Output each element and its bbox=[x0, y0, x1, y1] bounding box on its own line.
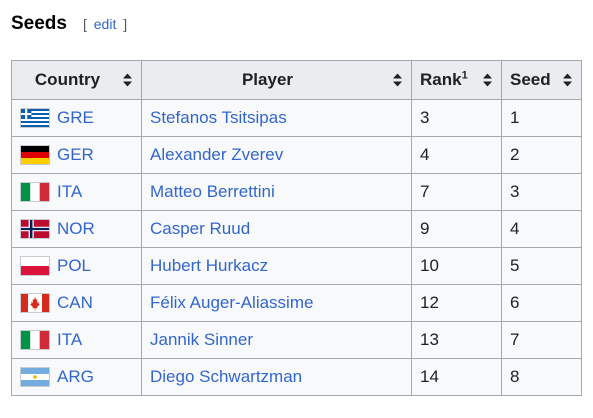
column-header-rank[interactable]: Rank1 bbox=[411, 60, 502, 100]
rank-cell: 13 bbox=[411, 321, 502, 359]
player-cell: Casper Ruud bbox=[141, 210, 412, 248]
player-cell: Diego Schwartzman bbox=[141, 358, 412, 396]
table-row: POL Hubert Hurkacz 10 5 bbox=[11, 247, 582, 285]
country-link[interactable]: ITA bbox=[57, 182, 83, 201]
italy-flag-icon[interactable] bbox=[20, 182, 50, 202]
player-cell: Matteo Berrettini bbox=[141, 173, 412, 211]
argentina-flag-icon[interactable] bbox=[20, 367, 50, 387]
table-row: ITA Matteo Berrettini 7 3 bbox=[11, 173, 582, 211]
country-link[interactable]: CAN bbox=[57, 293, 93, 312]
greece-flag-icon[interactable] bbox=[20, 108, 50, 128]
rank-cell: 4 bbox=[411, 136, 502, 174]
rank-footnote[interactable]: 1 bbox=[461, 69, 468, 82]
country-wrapper: GRE bbox=[20, 108, 133, 128]
country-wrapper: ARG bbox=[20, 367, 133, 387]
player-link[interactable]: Jannik Sinner bbox=[150, 330, 254, 349]
section-heading: Seeds [ edit ] bbox=[11, 13, 127, 41]
section-title: Seeds bbox=[11, 13, 67, 34]
table-row: GRE Stefanos Tsitsipas 3 1 bbox=[11, 99, 582, 137]
column-header-country[interactable]: Country bbox=[11, 60, 142, 100]
edit-link[interactable]: edit bbox=[93, 16, 117, 32]
column-header-player[interactable]: Player bbox=[141, 60, 412, 100]
norway-flag-icon[interactable] bbox=[20, 219, 50, 239]
sort-icon[interactable] bbox=[483, 73, 492, 87]
sort-icon[interactable] bbox=[393, 73, 402, 87]
country-wrapper: CAN bbox=[20, 293, 133, 313]
seed-cell: 2 bbox=[501, 136, 582, 174]
country-link[interactable]: NOR bbox=[57, 219, 95, 238]
rank-cell: 3 bbox=[411, 99, 502, 137]
country-wrapper: ITA bbox=[20, 330, 133, 350]
country-cell: ITA bbox=[11, 321, 142, 359]
table-header-row: Country Player Rank1 Seed bbox=[11, 60, 582, 100]
player-link[interactable]: Stefanos Tsitsipas bbox=[150, 108, 287, 127]
country-cell: POL bbox=[11, 247, 142, 285]
player-link[interactable]: Diego Schwartzman bbox=[150, 367, 303, 386]
edit-bracket-open: [ bbox=[82, 16, 87, 32]
country-link[interactable]: ITA bbox=[57, 330, 83, 349]
edit-section: [ edit ] bbox=[83, 16, 127, 32]
country-wrapper: NOR bbox=[20, 219, 133, 239]
germany-flag-icon[interactable] bbox=[20, 145, 50, 165]
seed-cell: 5 bbox=[501, 247, 582, 285]
country-cell: ARG bbox=[11, 358, 142, 396]
country-wrapper: ITA bbox=[20, 182, 133, 202]
country-cell: GER bbox=[11, 136, 142, 174]
rank-cell: 12 bbox=[411, 284, 502, 322]
column-header-label: Rank1 bbox=[420, 70, 468, 90]
rank-cell: 10 bbox=[411, 247, 502, 285]
sort-icon[interactable] bbox=[563, 73, 572, 87]
canada-flag-icon[interactable] bbox=[20, 293, 50, 313]
player-cell: Hubert Hurkacz bbox=[141, 247, 412, 285]
player-cell: Félix Auger-Aliassime bbox=[141, 284, 412, 322]
country-cell: CAN bbox=[11, 284, 142, 322]
sort-icon[interactable] bbox=[123, 73, 132, 87]
player-link[interactable]: Félix Auger-Aliassime bbox=[150, 293, 314, 312]
seed-cell: 4 bbox=[501, 210, 582, 248]
column-header-label: Player bbox=[241, 70, 294, 89]
seed-cell: 6 bbox=[501, 284, 582, 322]
seed-cell: 8 bbox=[501, 358, 582, 396]
italy-flag-icon[interactable] bbox=[20, 330, 50, 350]
country-cell: GRE bbox=[11, 99, 142, 137]
country-link[interactable]: POL bbox=[57, 256, 92, 275]
rank-cell: 7 bbox=[411, 173, 502, 211]
rank-label: Rank bbox=[420, 70, 462, 89]
column-header-seed[interactable]: Seed bbox=[501, 60, 582, 100]
country-wrapper: GER bbox=[20, 145, 133, 165]
player-link[interactable]: Casper Ruud bbox=[150, 219, 251, 238]
edit-bracket-close: ] bbox=[123, 16, 128, 32]
column-header-label: Seed bbox=[510, 70, 551, 89]
player-cell: Stefanos Tsitsipas bbox=[141, 99, 412, 137]
player-cell: Alexander Zverev bbox=[141, 136, 412, 174]
table-row: GER Alexander Zverev 4 2 bbox=[11, 136, 582, 174]
table-row: ARG Diego Schwartzman 14 8 bbox=[11, 358, 582, 396]
table-row: CAN Félix Auger-Aliassime 12 6 bbox=[11, 284, 582, 322]
seeds-table: Country Player Rank1 Seed GRE Stefan bbox=[11, 60, 582, 396]
poland-flag-icon[interactable] bbox=[20, 256, 50, 276]
country-link[interactable]: GRE bbox=[57, 108, 94, 127]
seed-cell: 3 bbox=[501, 173, 582, 211]
rank-cell: 14 bbox=[411, 358, 502, 396]
column-header-label: Country bbox=[34, 70, 101, 89]
country-cell: NOR bbox=[11, 210, 142, 248]
table-row: ITA Jannik Sinner 13 7 bbox=[11, 321, 582, 359]
rank-cell: 9 bbox=[411, 210, 502, 248]
player-link[interactable]: Alexander Zverev bbox=[150, 145, 284, 164]
seed-cell: 7 bbox=[501, 321, 582, 359]
player-link[interactable]: Matteo Berrettini bbox=[150, 182, 275, 201]
country-link[interactable]: GER bbox=[57, 145, 94, 164]
seed-cell: 1 bbox=[501, 99, 582, 137]
country-cell: ITA bbox=[11, 173, 142, 211]
country-link[interactable]: ARG bbox=[57, 367, 94, 386]
country-wrapper: POL bbox=[20, 256, 133, 276]
player-cell: Jannik Sinner bbox=[141, 321, 412, 359]
player-link[interactable]: Hubert Hurkacz bbox=[150, 256, 269, 275]
table-row: NOR Casper Ruud 9 4 bbox=[11, 210, 582, 248]
